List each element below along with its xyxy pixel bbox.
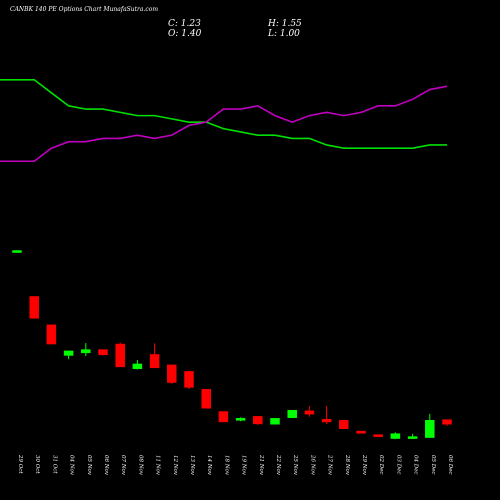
x-tick-label: 04 Dec (413, 455, 419, 475)
candle (46, 324, 57, 345)
chart-title: CANBK 140 PE Options Chart MunafaSutra.c… (10, 6, 159, 13)
candle-body (149, 354, 160, 369)
candle (167, 364, 177, 384)
candle (407, 433, 418, 439)
x-tick-label: 06 Dec (447, 455, 453, 475)
candle-body (390, 433, 401, 439)
candle (63, 350, 74, 360)
x-tick-label: 02 Dec (378, 455, 384, 475)
candle-body (201, 389, 211, 409)
open-value: O: 1.40 (168, 29, 202, 39)
x-tick-label: 05 Nov (86, 455, 92, 476)
candle-body (339, 420, 349, 430)
candle-body (81, 349, 91, 354)
candle (253, 416, 263, 425)
x-tick-label: 07 Nov (120, 455, 126, 476)
x-tick-label: 29 Oct (17, 454, 23, 474)
x-tick-label: 11 Nov (155, 455, 161, 476)
candle-body (356, 430, 366, 434)
x-tick-label: 30 Oct (34, 455, 40, 474)
x-tick-label: 03 Dec (395, 455, 401, 475)
candle (149, 343, 160, 369)
series-line-2 (0, 85, 448, 163)
low-value: L: 1.00 (268, 29, 300, 39)
candle-body (321, 419, 332, 423)
candles (12, 250, 452, 439)
candle (356, 430, 366, 434)
candle (235, 417, 246, 422)
candle-body (63, 350, 74, 356)
candle-body (29, 296, 39, 319)
candle (201, 389, 211, 409)
x-tick-label: 21 Nov (258, 454, 264, 476)
candle-body (98, 349, 108, 356)
candle (390, 432, 401, 439)
candle-body (304, 410, 315, 415)
candle-body (270, 418, 280, 425)
candle (442, 419, 452, 426)
x-axis-labels: 29 Oct 30 Oct 31 Oct 04 Nov 05 Nov 06 Nov 07 N… (17, 454, 453, 476)
x-tick-label: 12 Nov (172, 455, 178, 476)
x-tick-label: 25 Nov (292, 454, 298, 476)
candle (425, 413, 435, 438)
close-value: C: 1.23 (168, 19, 201, 29)
x-tick-label: 31 Oct (51, 455, 57, 474)
candle (29, 296, 39, 319)
candle-body (235, 418, 246, 421)
candle-body (425, 420, 435, 438)
candle (339, 420, 349, 430)
candle (98, 349, 108, 356)
candle-body (442, 419, 452, 425)
candle-body (115, 343, 125, 368)
x-tick-label: 29 Nov (361, 454, 367, 476)
x-tick-label: 28 Nov (344, 454, 350, 476)
candle (287, 409, 297, 419)
candle-body (167, 364, 177, 383)
candle (184, 371, 194, 390)
candle (321, 405, 332, 425)
candle (132, 360, 143, 370)
candle (81, 343, 91, 357)
x-tick-label: 06 Nov (103, 455, 109, 476)
candle (270, 418, 280, 425)
x-tick-label: 05 Dec (430, 455, 436, 475)
series-line-1 (0, 78, 447, 150)
x-tick-label: 04 Nov (69, 455, 75, 476)
candle-body (184, 371, 194, 388)
x-tick-label: 18 Nov (223, 455, 229, 476)
candle (115, 342, 125, 368)
candle-body (407, 436, 418, 439)
candle-body (287, 409, 297, 418)
x-tick-label: 19 Nov (241, 455, 247, 476)
candle (218, 411, 229, 423)
x-tick-label: 08 Nov (137, 455, 143, 476)
candle-body (12, 250, 22, 253)
x-tick-label: 13 Nov (189, 455, 195, 476)
x-tick-label: 27 Nov (327, 454, 333, 476)
candle-body (373, 434, 383, 437)
candle (373, 434, 383, 437)
candle (12, 250, 22, 253)
x-tick-label: 14 Nov (206, 455, 212, 476)
x-tick-label: 26 Nov (309, 454, 315, 476)
candle-body (253, 416, 263, 425)
candle (304, 406, 315, 417)
candle-body (132, 363, 143, 370)
x-tick-label: 22 Nov (275, 454, 281, 476)
high-value: H: 1.55 (268, 19, 302, 29)
candle-body (218, 411, 229, 423)
candle-body (46, 324, 57, 345)
indicator-lines (0, 78, 448, 163)
